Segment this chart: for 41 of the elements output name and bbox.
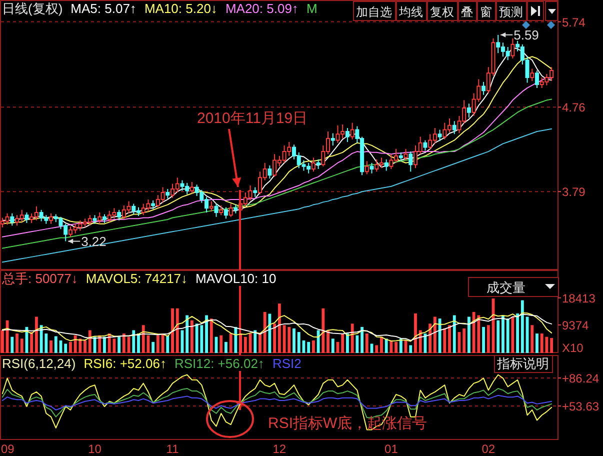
button: 加自选 xyxy=(353,1,396,21)
x-tick-label: 10 xyxy=(88,442,102,456)
y-tick-label: +53.63 xyxy=(562,399,600,414)
x-tick-label: 02 xyxy=(482,442,496,456)
annotation: 5.59 xyxy=(514,27,539,42)
annotation: 叠 xyxy=(461,5,473,19)
annotation: 2010年11月19日 xyxy=(197,110,308,127)
x-tick-label: 09 xyxy=(1,442,15,456)
y-tick-label: 5.74 xyxy=(562,15,586,30)
y-tick-label: 4.76 xyxy=(562,100,586,115)
header: 日线(复权) MA5: 5.07↑ MA10: 5.20↓ MA20: 5.09↑ M xyxy=(1,1,318,16)
chart-title: RSI(6,12,24) xyxy=(2,356,76,371)
y-tick-label: +86.24 xyxy=(562,371,600,386)
annotation: 预测 xyxy=(499,5,523,19)
button: 成交量 xyxy=(468,277,559,297)
annotation: 均线 xyxy=(398,5,423,19)
x-tick-label: 12 xyxy=(272,442,286,456)
header: 总手: 50077↓ MAVOL5: 74217↓ MAVOL10: 10 xyxy=(1,271,278,286)
button: 预测 xyxy=(496,1,527,21)
button: 窗 xyxy=(477,1,496,21)
button: 复权 xyxy=(427,1,458,21)
x-tick-label: 11 xyxy=(166,442,180,456)
button: 指标说明 xyxy=(494,355,553,373)
annotation: 3.22 xyxy=(81,234,106,249)
annotation: 成交量 xyxy=(486,280,526,295)
annotation: 窗 xyxy=(480,5,492,19)
chart-title: 总手: 50077↓ xyxy=(1,271,78,286)
annotation: 复权 xyxy=(430,5,454,19)
x-tick-label: 01 xyxy=(384,442,398,456)
text: X10 xyxy=(562,341,584,355)
button: 叠 xyxy=(458,1,477,21)
series-label: RSI12: +56.02↑ xyxy=(174,356,264,371)
y-tick-label: 9374 xyxy=(562,318,590,332)
annotation: 指标说明 xyxy=(496,356,549,371)
header: RSI(6,12,24) RSI6: +52.06↑ RSI12: +56.02↑ RSI2 xyxy=(1,356,302,371)
annotation: 加自选 xyxy=(356,5,392,19)
series-label: RSI6: +52.06↑ xyxy=(84,356,166,371)
chart-title: 日线(复权) xyxy=(2,1,63,16)
y-tick-label: 18413 xyxy=(562,291,596,306)
y-tick-label: 3.79 xyxy=(562,185,586,200)
button: 均线 xyxy=(396,1,427,21)
